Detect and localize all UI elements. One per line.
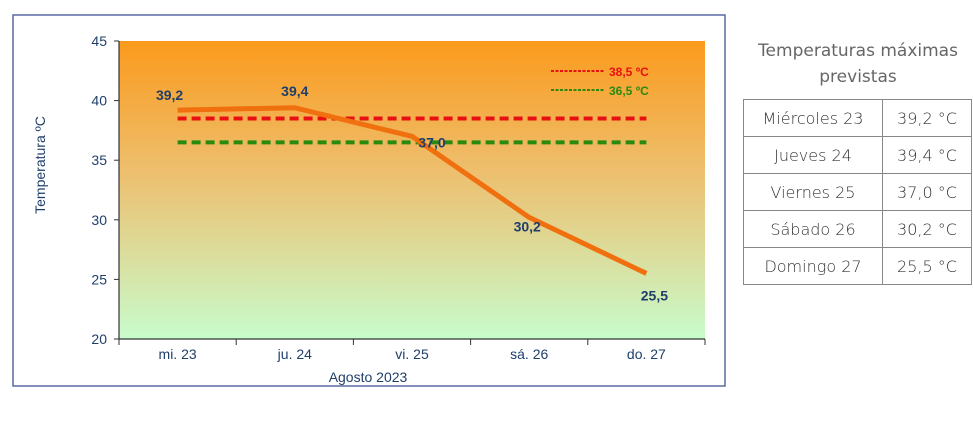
table-title: Temperaturas máximas previstas <box>758 41 958 87</box>
table-row: Viernes 25 37,0 °C <box>743 173 972 211</box>
temp-cell: 39,4 °C <box>882 136 972 174</box>
data-label: 30,2 <box>514 218 541 234</box>
x-axis-label: Agosto 2023 <box>329 369 408 385</box>
y-tick-label: 25 <box>91 271 107 287</box>
table-row: Domingo 27 25,5 °C <box>743 247 972 285</box>
temp-cell: 37,0 °C <box>882 173 972 211</box>
table-row: Sábado 26 30,2 °C <box>743 210 972 248</box>
temperature-chart: 20 25 30 35 40 45 mi. 23 ju. 24 vi. 25 sá. 26 do. … <box>12 14 726 387</box>
temp-cell: 39,2 °C <box>882 99 972 137</box>
table-row: Miércoles 23 39,2 °C <box>743 99 972 137</box>
day-cell: Domingo 27 <box>743 247 883 285</box>
x-tick-label: ju. 24 <box>277 346 312 362</box>
x-tick-label: mi. 23 <box>159 346 197 362</box>
temp-cell: 25,5 °C <box>882 247 972 285</box>
table-row: Jueves 24 39,4 °C <box>743 136 972 174</box>
x-tick-label: do. 27 <box>627 346 666 362</box>
y-tick-label: 40 <box>91 93 107 109</box>
day-cell: Jueves 24 <box>743 136 883 174</box>
forecast-table: Miércoles 23 39,2 °C Jueves 24 39,4 °C Viern… <box>743 99 972 285</box>
data-label: 25,5 <box>641 287 668 303</box>
y-tick-label: 20 <box>91 331 107 347</box>
data-label: 39,4 <box>281 83 308 99</box>
x-tick-label: sá. 26 <box>510 346 548 362</box>
legend-label: 38,5 ºC <box>609 65 649 79</box>
y-tick-label: 35 <box>91 152 107 168</box>
y-tick-label: 45 <box>91 33 107 49</box>
data-label: 37,0 <box>418 134 445 150</box>
legend-label: 36,5 ºC <box>609 84 649 98</box>
temp-cell: 30,2 °C <box>882 210 972 248</box>
forecast-panel: Temperaturas máximas previstas Miércoles… <box>743 38 973 285</box>
data-label: 39,2 <box>156 87 183 103</box>
day-cell: Viernes 25 <box>743 173 883 211</box>
plot-area <box>119 41 705 339</box>
y-axis-label: Temperatura ºC <box>32 116 48 214</box>
y-tick-label: 30 <box>91 212 107 228</box>
day-cell: Sábado 26 <box>743 210 883 248</box>
x-tick-label: vi. 25 <box>395 346 429 362</box>
day-cell: Miércoles 23 <box>743 99 883 137</box>
